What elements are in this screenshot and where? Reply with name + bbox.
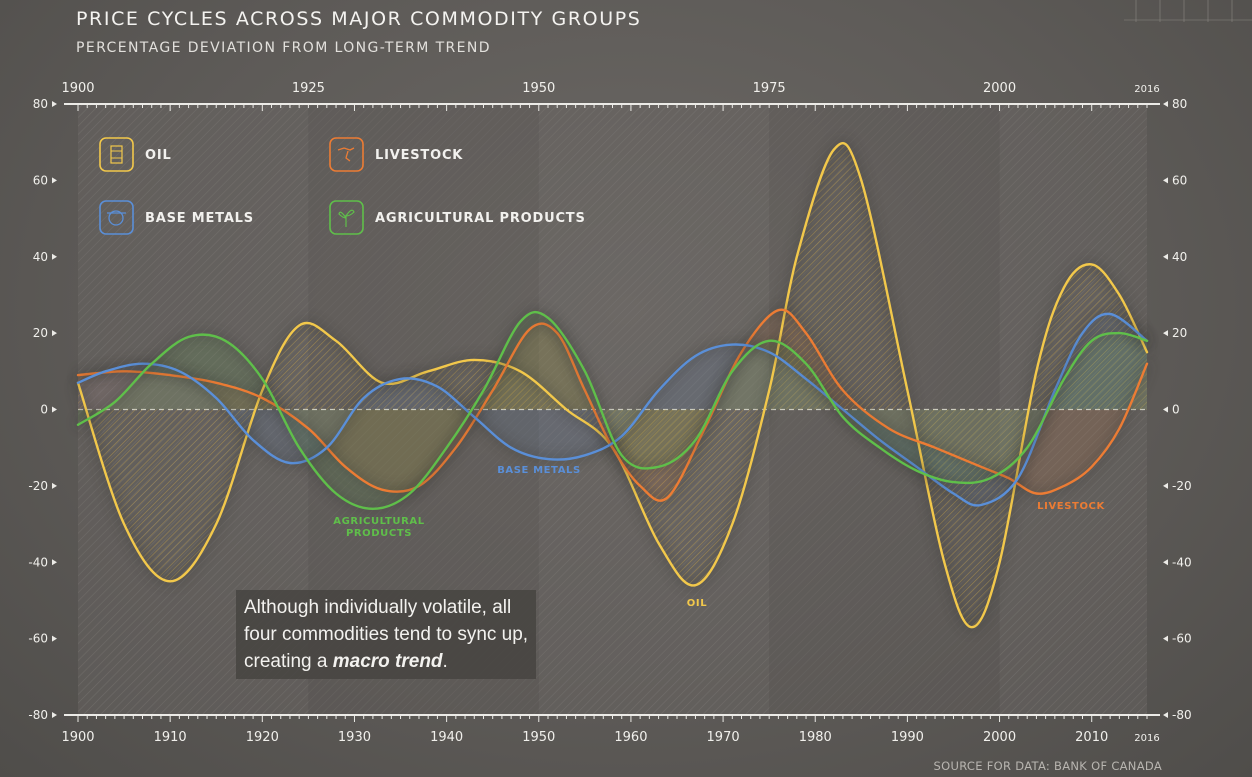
agriculture-icon — [329, 200, 364, 235]
y-tick-left-marker — [52, 482, 57, 489]
x-tick-top-label: 2016 — [1134, 84, 1159, 95]
series-label-oil: OIL — [687, 598, 707, 609]
legend-label: AGRICULTURAL PRODUCTS — [375, 211, 586, 226]
y-tick-right-marker — [1163, 406, 1168, 413]
annotation-line-3-prefix: creating a — [244, 651, 333, 672]
y-tick-left-marker — [52, 101, 57, 107]
base-metals-glyph — [108, 210, 124, 226]
x-tick-bottom-label: 1980 — [799, 730, 832, 745]
y-tick-right-marker — [1163, 253, 1168, 260]
x-tick-top-label: 2000 — [983, 81, 1016, 96]
y-tick-left-marker — [52, 177, 57, 184]
y-tick-right-label: 80 — [1172, 97, 1187, 111]
y-tick-right-label: -20 — [1172, 479, 1192, 493]
annotation-line-3-suffix: . — [442, 651, 448, 672]
y-tick-left-marker — [52, 330, 57, 337]
livestock-glyph — [337, 147, 355, 162]
y-tick-right-label: -80 — [1172, 708, 1192, 722]
x-tick-bottom-label: 1940 — [430, 730, 463, 745]
y-tick-left-label: -20 — [28, 479, 48, 493]
y-tick-left-label: -60 — [28, 632, 48, 646]
oil-barrel-icon — [99, 137, 134, 172]
x-tick-bottom-label: 1900 — [61, 730, 94, 745]
x-tick-bottom-label: 1990 — [891, 730, 924, 745]
y-tick-right-marker — [1163, 635, 1168, 642]
y-tick-left-label: -80 — [28, 708, 48, 722]
agricultural-products-area — [78, 312, 1147, 509]
oil-line — [76, 142, 1149, 629]
y-tick-left-label: -40 — [28, 555, 48, 569]
y-tick-left-marker — [52, 406, 57, 413]
livestock-area — [78, 309, 1147, 501]
y-tick-right-marker — [1163, 101, 1168, 107]
x-tick-bottom-label: 2016 — [1134, 733, 1159, 744]
y-tick-right-label: 20 — [1172, 326, 1187, 340]
x-tick-bottom-label: 1960 — [614, 730, 647, 745]
y-tick-left-marker — [52, 559, 57, 566]
legend-item-agricultural-products: AGRICULTURAL PRODUCTS — [329, 200, 586, 235]
y-tick-left-label: 80 — [33, 97, 48, 111]
y-tick-left-label: 20 — [33, 326, 48, 340]
agricultural-products-line — [76, 310, 1149, 510]
legend-label: LIVESTOCK — [375, 148, 463, 163]
y-tick-right-label: 0 — [1172, 403, 1180, 417]
annotation-line-3: creating a macro trend. — [244, 648, 528, 675]
x-tick-top-label: 1925 — [292, 81, 325, 96]
y-tick-left-label: 60 — [33, 173, 48, 187]
x-tick-top-label: 1975 — [753, 81, 786, 96]
x-tick-bottom-label: 1910 — [154, 730, 187, 745]
y-tick-right-label: 60 — [1172, 173, 1187, 187]
data-source: SOURCE FOR DATA: BANK OF CANADA — [933, 759, 1162, 773]
y-tick-right-label: 40 — [1172, 250, 1187, 264]
legend-item-oil: OIL — [99, 137, 172, 172]
base-metals-line — [76, 312, 1149, 507]
x-tick-bottom-label: 2010 — [1075, 730, 1108, 745]
y-tick-right-marker — [1163, 712, 1168, 718]
x-tick-top-label: 1950 — [522, 81, 555, 96]
y-tick-left-label: 0 — [40, 403, 48, 417]
legend-label: BASE METALS — [145, 211, 254, 226]
y-tick-right-marker — [1163, 330, 1168, 337]
base-metals-icon — [99, 200, 134, 235]
annotation-line-1: Although individually volatile, all — [244, 597, 512, 618]
y-tick-left-label: 40 — [33, 250, 48, 264]
series-label-agricultural-products: AGRICULTURAL — [333, 516, 425, 527]
livestock-line — [76, 308, 1149, 502]
y-tick-left-marker — [52, 635, 57, 642]
x-tick-bottom-label: 1930 — [338, 730, 371, 745]
decorative-grid-icon — [1124, 0, 1252, 22]
chart-subtitle: PERCENTAGE DEVIATION FROM LONG-TERM TREN… — [76, 40, 491, 56]
base-metals-area — [78, 313, 1147, 506]
legend-label: OIL — [145, 148, 172, 163]
annotation-box: Although individually volatile, all four… — [236, 590, 537, 679]
chart-title: PRICE CYCLES ACROSS MAJOR COMMODITY GROU… — [76, 8, 642, 30]
y-tick-left-marker — [52, 253, 57, 260]
y-tick-right-marker — [1163, 177, 1168, 184]
y-tick-left-marker — [52, 712, 57, 718]
series-label-agricultural-products: PRODUCTS — [346, 528, 412, 539]
livestock-icon — [329, 137, 364, 172]
legend-item-livestock: LIVESTOCK — [329, 137, 463, 172]
y-tick-right-marker — [1163, 482, 1168, 489]
annotation-emphasis: macro trend — [332, 651, 443, 672]
y-tick-right-label: -60 — [1172, 632, 1192, 646]
y-tick-right-marker — [1163, 559, 1168, 566]
x-tick-bottom-label: 1920 — [246, 730, 279, 745]
annotation-line-2: four commodities tend to sync up, — [244, 624, 529, 645]
series-label-base-metals: BASE METALS — [497, 465, 581, 476]
x-tick-bottom-label: 1970 — [707, 730, 740, 745]
x-tick-top-label: 1900 — [61, 81, 94, 96]
legend-item-base-metals: BASE METALS — [99, 200, 254, 235]
agriculture-glyph — [338, 209, 355, 227]
y-tick-right-label: -40 — [1172, 555, 1192, 569]
series-label-livestock: LIVESTOCK — [1037, 501, 1105, 512]
oil-barrel-glyph — [110, 145, 123, 164]
x-tick-bottom-label: 1950 — [522, 730, 555, 745]
x-tick-bottom-label: 2000 — [983, 730, 1016, 745]
